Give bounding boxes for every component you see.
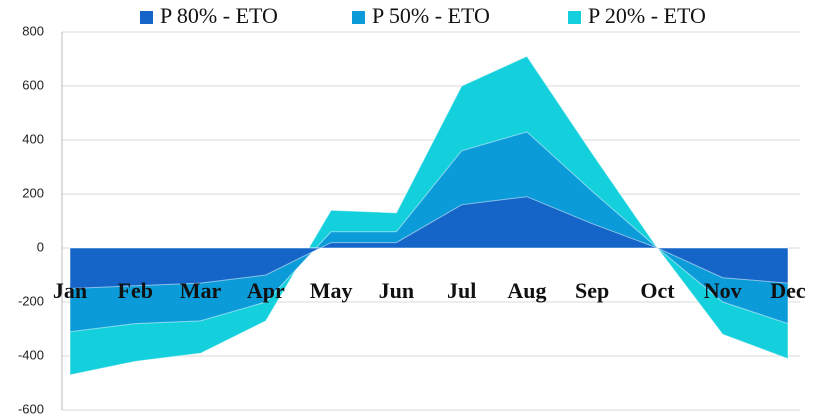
y-tick-label: -400: [18, 347, 44, 362]
legend-swatch: [568, 11, 581, 24]
legend-label: P 80% - ETO: [160, 3, 278, 28]
x-tick-label: Dec: [770, 278, 806, 303]
y-tick-label: 0: [37, 239, 44, 254]
x-tick-label: Apr: [247, 278, 285, 303]
x-tick-label: Aug: [507, 278, 546, 303]
legend-swatch: [140, 11, 153, 24]
x-tick-label: May: [310, 278, 353, 303]
x-tick-label: Nov: [704, 278, 742, 303]
legend-label: P 50% - ETO: [372, 3, 490, 28]
x-tick-label: Sep: [575, 278, 609, 303]
y-tick-label: 600: [22, 77, 44, 92]
area: [69, 196, 789, 290]
x-tick-label: Jul: [447, 278, 476, 303]
x-tick-label: Oct: [640, 278, 675, 303]
legend-label: P 20% - ETO: [588, 3, 706, 28]
y-tick-label: 400: [22, 131, 44, 146]
y-tick-label: -600: [18, 401, 44, 416]
y-tick-label: -200: [18, 293, 44, 308]
legend-swatch: [352, 11, 365, 24]
x-tick-label: Feb: [118, 278, 153, 303]
x-tick-label: Jun: [379, 278, 414, 303]
y-tick-label: 800: [22, 23, 44, 38]
x-tick-label: Jan: [53, 278, 87, 303]
x-tick-label: Mar: [180, 278, 222, 303]
y-tick-label: 200: [22, 185, 44, 200]
